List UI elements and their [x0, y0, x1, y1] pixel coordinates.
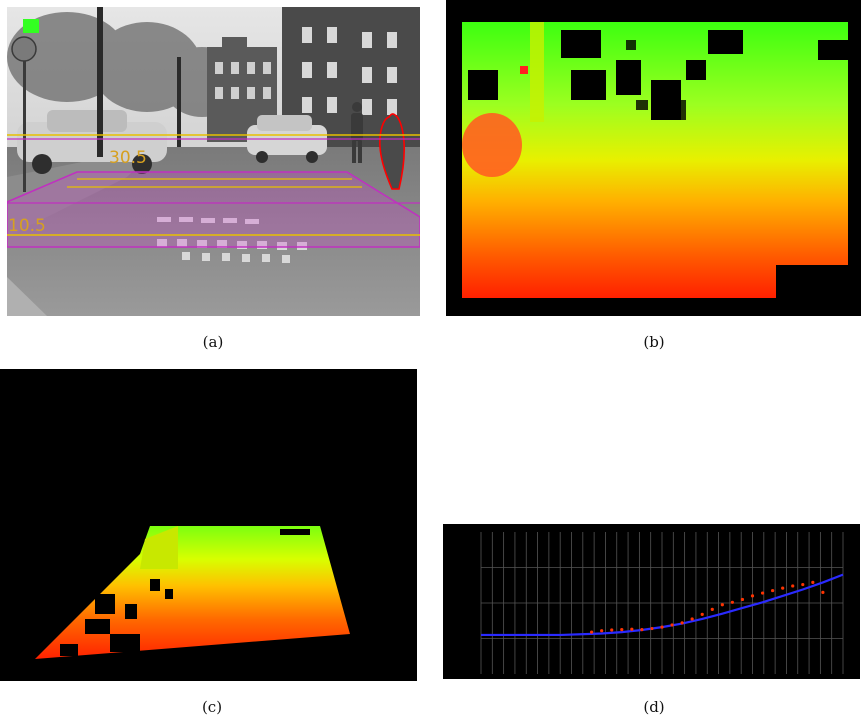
status-square [23, 19, 39, 33]
caption-c: (c) [201, 698, 223, 716]
caption-d: (d) [643, 698, 665, 716]
measured-point [781, 586, 785, 590]
disparity-map-image [446, 0, 861, 316]
measured-point [720, 603, 724, 607]
measured-point [821, 590, 825, 594]
measured-point [680, 621, 684, 625]
measured-point [730, 600, 734, 604]
pedestrian-figure [379, 113, 405, 189]
measured-point [690, 617, 694, 621]
measured-point [700, 612, 704, 616]
pedestrian-outline [379, 113, 406, 190]
measured-point [620, 628, 624, 632]
measured-points-group [590, 580, 825, 634]
measured-point [740, 597, 745, 602]
measured-point [791, 584, 795, 588]
measured-point [610, 628, 614, 632]
panel-a-street-scene: 30.5 10.5 [7, 7, 420, 316]
road-disparity-image [0, 369, 417, 681]
fit-plot-chart [443, 524, 860, 679]
measured-point [771, 588, 775, 593]
plot-background [443, 524, 860, 679]
distance-label-far: 30.5 [109, 148, 147, 168]
measured-point [640, 628, 644, 632]
fit-line [481, 573, 844, 637]
measured-point [801, 582, 805, 587]
measured-point [760, 591, 765, 595]
measured-point [811, 580, 815, 585]
panel-c-road-disparity [0, 369, 417, 681]
distance-label-near: 10.5 [8, 216, 46, 236]
street-scene-image: 30.5 10.5 [7, 7, 420, 316]
fit-line-group [481, 573, 844, 637]
measured-point [660, 625, 664, 629]
road-roi-overlay [7, 171, 420, 248]
measured-point [630, 627, 634, 631]
measured-point [670, 623, 674, 627]
measured-point [750, 594, 755, 598]
panel-d-plot [443, 524, 860, 679]
panel-b-disparity-map [446, 0, 861, 316]
measured-point [650, 626, 654, 631]
caption-b: (b) [643, 333, 665, 351]
measured-point [600, 629, 604, 633]
caption-a: (a) [202, 333, 224, 351]
measured-point [710, 607, 714, 611]
measured-point [590, 630, 594, 634]
